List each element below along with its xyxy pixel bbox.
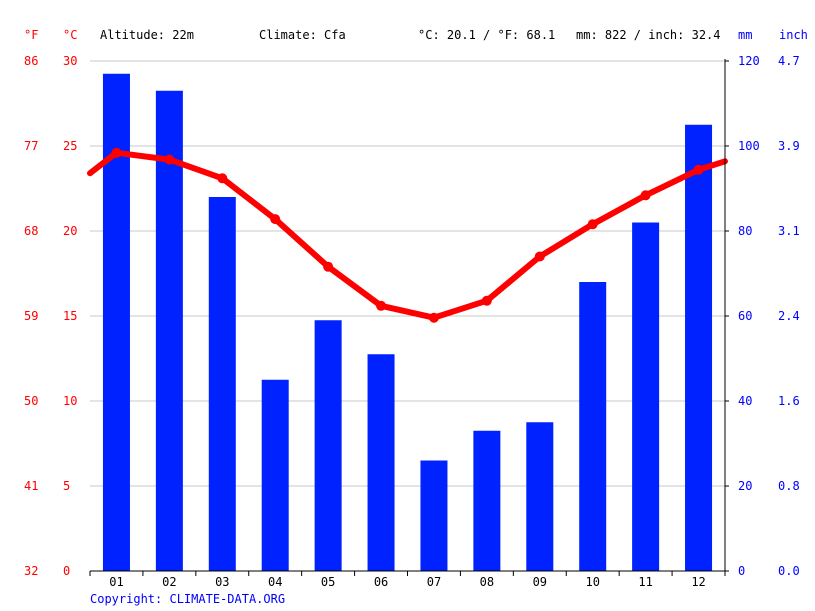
month-tick-label: 04 <box>268 575 282 589</box>
temperature-point <box>481 295 492 306</box>
temperature-line <box>87 147 728 323</box>
precipitation-bar <box>314 320 342 571</box>
month-tick-label: 02 <box>162 575 176 589</box>
temperature-point <box>376 300 387 311</box>
precipitation-average-label: mm: 822 / inch: 32.4 <box>576 28 721 42</box>
month-tick-label: 09 <box>533 575 547 589</box>
fahrenheit-unit-label: °F <box>24 28 39 42</box>
mm-tick-label: 20 <box>738 479 752 493</box>
celsius-tick-label: 0 <box>63 564 70 578</box>
month-tick-label: 01 <box>109 575 123 589</box>
precipitation-bar <box>526 422 554 571</box>
fahrenheit-tick-label: 68 <box>24 224 38 238</box>
temperature-average-label: °C: 20.1 / °F: 68.1 <box>418 28 556 42</box>
mm-tick-label: 0 <box>738 564 745 578</box>
inch-tick-label: 2.4 <box>778 309 800 323</box>
month-tick-label: 12 <box>691 575 705 589</box>
mm-unit-label: mm <box>738 28 753 42</box>
precipitation-bar <box>685 124 713 571</box>
mm-tick-label: 60 <box>738 309 752 323</box>
inch-tick-label: 0.8 <box>778 479 800 493</box>
inch-tick-label: 3.9 <box>778 139 800 153</box>
temperature-point <box>111 147 122 158</box>
precipitation-bar <box>367 354 395 571</box>
gridlines <box>90 60 725 487</box>
temperature-point <box>164 154 175 165</box>
precipitation-bar <box>420 460 448 571</box>
temperature-point <box>428 312 439 323</box>
celsius-tick-label: 20 <box>63 224 77 238</box>
celsius-tick-label: 10 <box>63 394 77 408</box>
copyright-link[interactable]: Copyright: CLIMATE-DATA.ORG <box>90 592 286 606</box>
temperature-point <box>587 219 598 230</box>
celsius-unit-label: °C <box>63 28 78 42</box>
inch-unit-label: inch <box>779 28 808 42</box>
mm-tick-label: 120 <box>738 54 760 68</box>
month-tick-label: 10 <box>585 575 599 589</box>
fahrenheit-tick-label: 77 <box>24 139 38 153</box>
month-tick-label: 06 <box>374 575 388 589</box>
precipitation-bar <box>473 430 501 571</box>
climate-label: Climate: Cfa <box>259 28 346 42</box>
fahrenheit-tick-label: 41 <box>24 479 38 493</box>
axis-tick-labels: 32 0 0 0.0 41 5 20 0.8 50 10 40 1.6 59 15 60 2.4 68 20 80 3… <box>24 54 800 589</box>
celsius-tick-label: 5 <box>63 479 70 493</box>
temperature-point <box>640 190 651 201</box>
temperature-point <box>217 173 228 184</box>
celsius-tick-label: 30 <box>63 54 77 68</box>
temperature-point <box>270 214 281 225</box>
precipitation-bar <box>579 282 607 571</box>
inch-tick-label: 0.0 <box>778 564 800 578</box>
celsius-tick-label: 15 <box>63 309 77 323</box>
celsius-tick-label: 25 <box>63 139 77 153</box>
mm-tick-label: 100 <box>738 139 760 153</box>
mm-tick-label: 40 <box>738 394 752 408</box>
inch-tick-label: 4.7 <box>778 54 800 68</box>
fahrenheit-tick-label: 86 <box>24 54 38 68</box>
month-tick-label: 11 <box>638 575 652 589</box>
precipitation-bar <box>208 197 236 571</box>
precipitation-bar <box>155 90 183 571</box>
precipitation-bar <box>632 222 660 571</box>
fahrenheit-tick-label: 59 <box>24 309 38 323</box>
month-tick-label: 03 <box>215 575 229 589</box>
temperature-point <box>693 164 704 175</box>
fahrenheit-tick-label: 50 <box>24 394 38 408</box>
temperature-point <box>323 261 334 272</box>
fahrenheit-tick-label: 32 <box>24 564 38 578</box>
inch-tick-label: 3.1 <box>778 224 800 238</box>
temperature-line-path <box>87 149 728 321</box>
axes <box>89 59 729 576</box>
precipitation-bar <box>261 379 289 571</box>
altitude-label: Altitude: 22m <box>100 28 194 42</box>
inch-tick-label: 1.6 <box>778 394 800 408</box>
month-tick-label: 08 <box>480 575 494 589</box>
precipitation-bars <box>102 73 713 571</box>
month-tick-label: 05 <box>321 575 335 589</box>
mm-tick-label: 80 <box>738 224 752 238</box>
month-tick-label: 07 <box>427 575 441 589</box>
temperature-point <box>534 251 545 262</box>
